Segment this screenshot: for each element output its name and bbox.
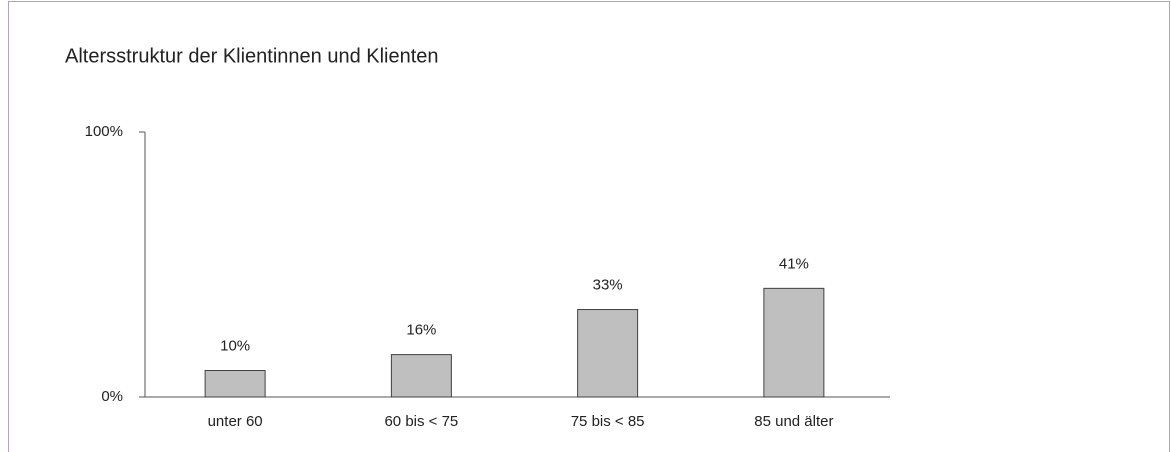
bar bbox=[204, 370, 266, 398]
y-tick-label: 100% bbox=[85, 123, 123, 140]
bar bbox=[390, 354, 452, 398]
x-tick-label: 60 bis < 75 bbox=[384, 413, 458, 430]
data-label: 16% bbox=[406, 322, 436, 339]
x-tick-label: 75 bis < 85 bbox=[571, 413, 645, 430]
data-label: 33% bbox=[593, 277, 623, 294]
y-tick-label: 0% bbox=[101, 388, 123, 405]
data-label: 10% bbox=[220, 337, 250, 354]
frame bbox=[8, 1, 1170, 452]
x-tick-label: 85 und älter bbox=[754, 413, 833, 430]
bar bbox=[763, 287, 825, 398]
chart-title: Altersstruktur der Klientinnen und Klien… bbox=[65, 45, 439, 67]
x-tick-label: unter 60 bbox=[208, 413, 263, 430]
bar bbox=[577, 309, 639, 398]
data-label: 41% bbox=[779, 255, 809, 272]
